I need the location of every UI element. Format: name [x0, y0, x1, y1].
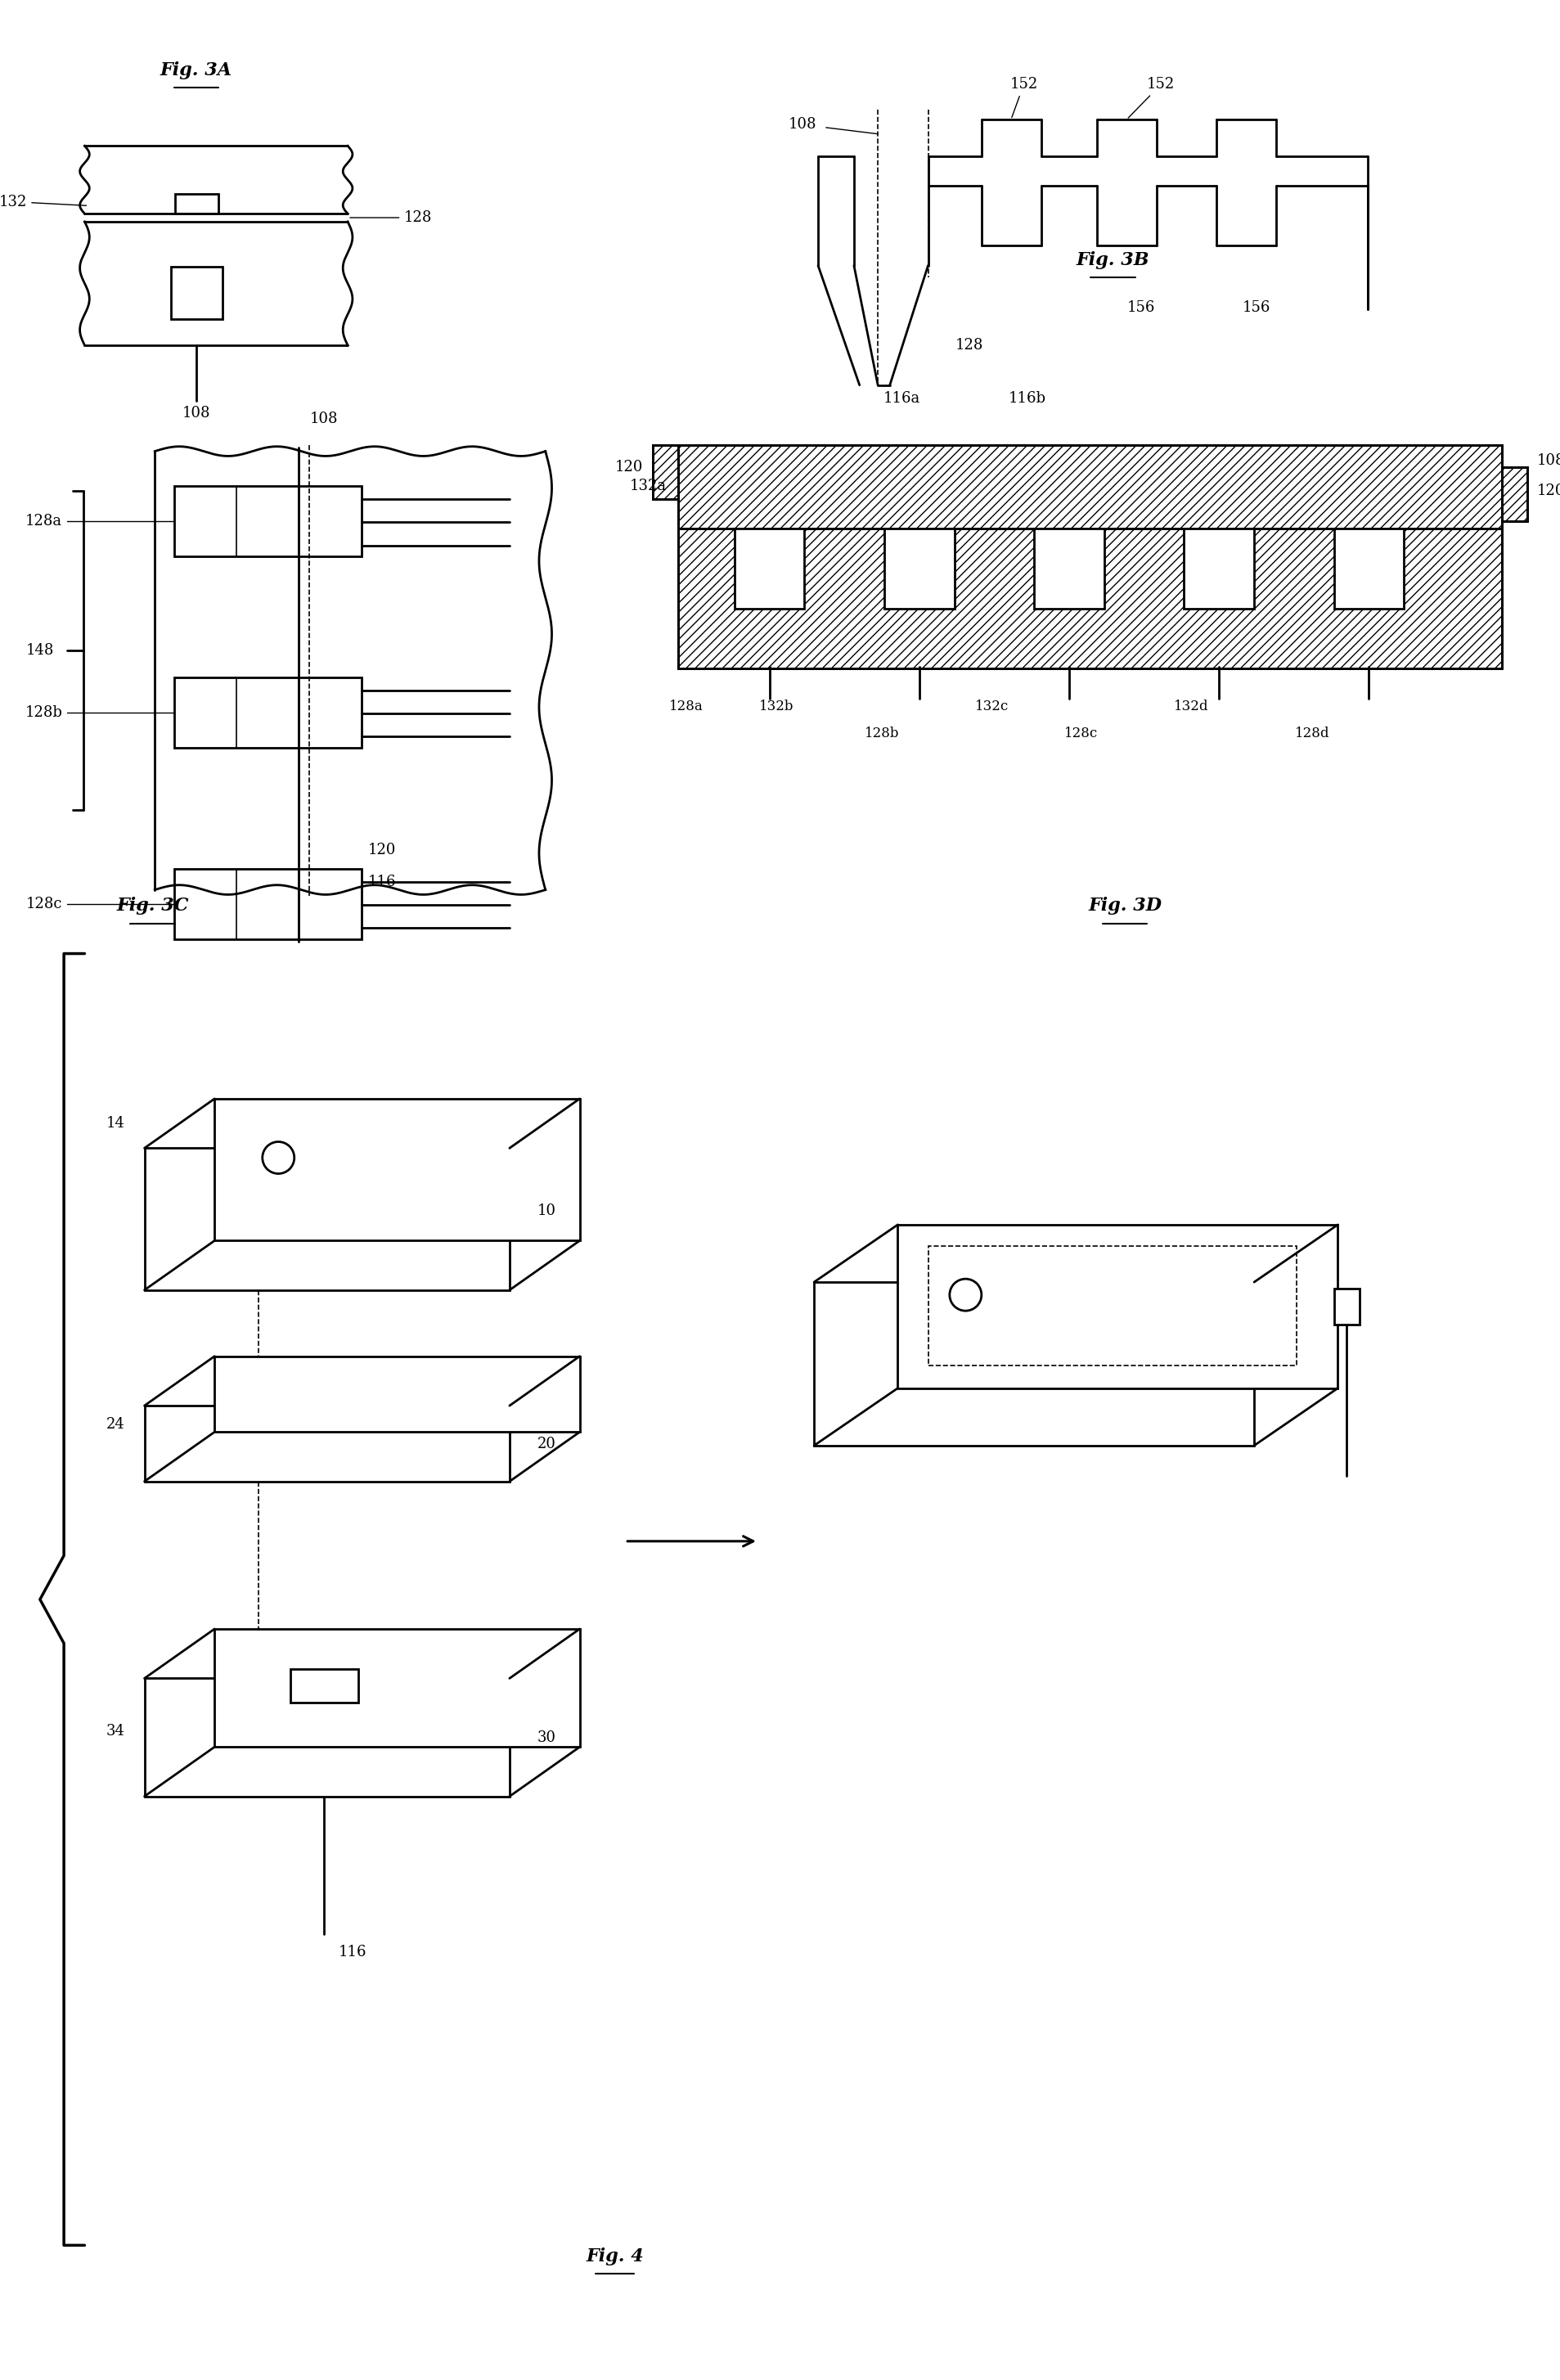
Text: 120: 120 [368, 843, 396, 857]
Text: 156: 156 [1242, 300, 1270, 314]
Text: 120: 120 [1537, 483, 1560, 497]
Bar [214, 1100, 579, 1240]
Text: 30: 30 [537, 1730, 555, 1745]
Text: 108: 108 [309, 412, 337, 426]
Text: Fig. 3C: Fig. 3C [115, 897, 189, 914]
Text: 116: 116 [339, 1944, 367, 1959]
Bar [814, 1283, 1254, 1445]
Bar [1184, 528, 1254, 609]
Text: 132: 132 [0, 195, 86, 209]
Text: 128b: 128b [25, 704, 62, 721]
Text: Fig. 3D: Fig. 3D [1087, 897, 1161, 914]
Text: 128: 128 [349, 209, 432, 226]
Text: Fig. 4: Fig. 4 [585, 2247, 643, 2266]
Text: 128b: 128b [864, 726, 899, 740]
Text: Fig. 3B: Fig. 3B [1076, 250, 1150, 269]
Bar [679, 528, 1501, 669]
Bar [1501, 466, 1527, 521]
Text: 24: 24 [106, 1416, 125, 1430]
Bar [652, 445, 679, 500]
Bar [1334, 1288, 1359, 1323]
Bar [175, 193, 218, 214]
Bar [214, 1628, 579, 1747]
Bar [1501, 466, 1527, 521]
Bar [1006, 445, 1047, 564]
Bar [652, 445, 679, 500]
Bar [214, 1357, 579, 1433]
Text: 108: 108 [183, 405, 211, 421]
Text: 156: 156 [1126, 300, 1154, 314]
Text: 132c: 132c [975, 700, 1008, 714]
Text: 116: 116 [368, 873, 396, 890]
Bar [145, 1147, 509, 1290]
Text: 108: 108 [1537, 455, 1560, 469]
Bar [885, 528, 953, 609]
Bar [145, 1678, 509, 1797]
Text: 34: 34 [106, 1723, 125, 1737]
Text: 128c: 128c [1064, 726, 1097, 740]
Text: 152: 152 [1009, 76, 1037, 117]
Bar [1034, 528, 1103, 609]
Text: 128c: 128c [27, 897, 62, 912]
Bar [145, 1407, 509, 1480]
Bar [679, 445, 1501, 528]
Text: 14: 14 [106, 1116, 125, 1130]
Text: 128a: 128a [669, 700, 704, 714]
Text: 148: 148 [27, 643, 55, 657]
Bar [1334, 528, 1404, 609]
Bar [881, 445, 922, 564]
Text: 20: 20 [537, 1438, 555, 1452]
Text: 10: 10 [537, 1204, 555, 1219]
Bar [173, 486, 360, 557]
Text: 128a: 128a [25, 514, 62, 528]
Text: 128: 128 [955, 338, 983, 352]
Bar [881, 445, 922, 564]
Text: 132a: 132a [629, 478, 666, 493]
Bar [679, 528, 1501, 669]
Circle shape [262, 1142, 295, 1173]
Text: 108: 108 [788, 117, 816, 131]
Circle shape [948, 1278, 981, 1311]
Bar [170, 267, 223, 319]
Bar [290, 1668, 357, 1702]
Text: 132d: 132d [1173, 700, 1207, 714]
Bar [173, 869, 360, 940]
Bar [897, 1226, 1337, 1388]
Bar [173, 678, 360, 747]
Text: 152: 152 [1128, 76, 1175, 119]
Text: 132b: 132b [758, 700, 794, 714]
Text: 120: 120 [615, 459, 643, 474]
Bar [928, 1247, 1296, 1366]
Text: 128d: 128d [1295, 726, 1329, 740]
Bar [735, 528, 803, 609]
Text: 116b: 116b [1008, 390, 1045, 407]
Bar [679, 445, 1501, 528]
Text: Fig. 3A: Fig. 3A [161, 62, 232, 79]
Bar [1006, 445, 1047, 564]
Text: 116a: 116a [883, 390, 920, 407]
